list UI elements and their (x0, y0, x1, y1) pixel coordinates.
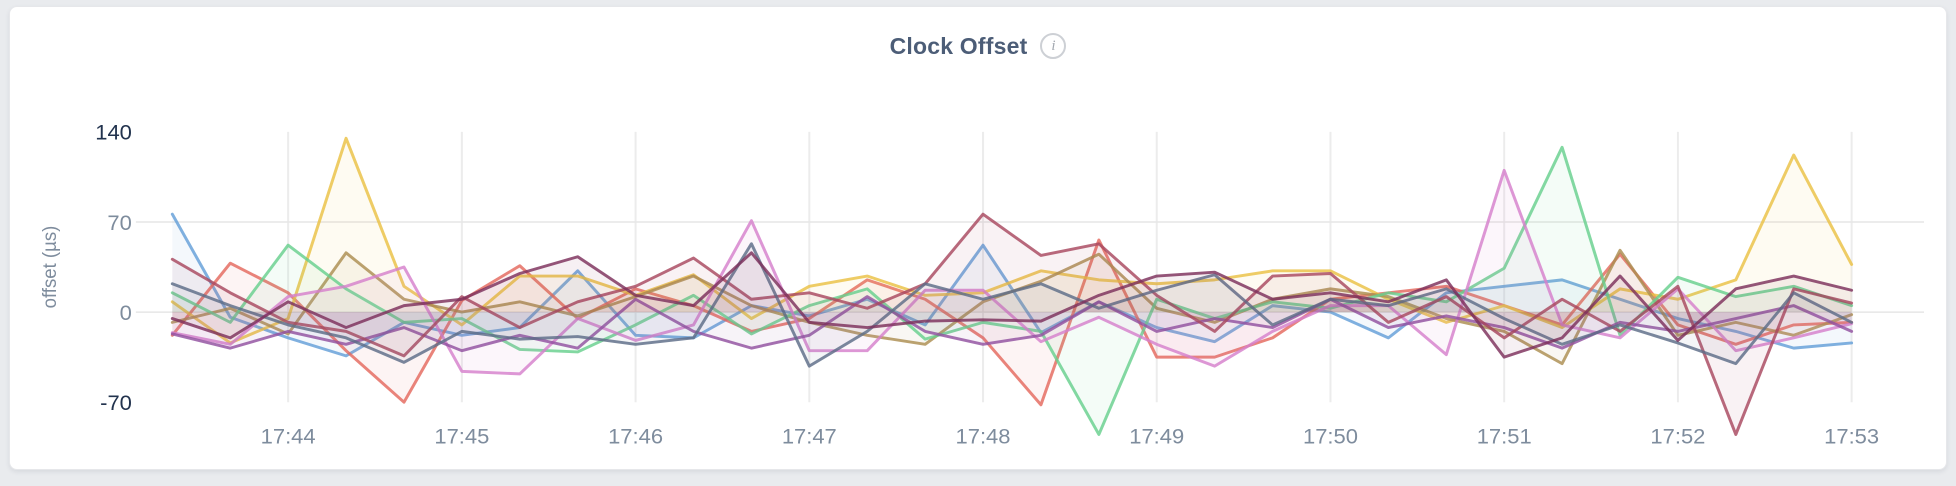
clock-offset-chart[interactable]: 140 70 0 -70 offset (µs) 17:44 17:45 17:46 17:47… (10, 75, 1946, 461)
x-tick-label: 17:47 (782, 424, 837, 449)
y-tick-label: 0 (120, 300, 132, 325)
x-tick-label: 17:50 (1303, 424, 1358, 449)
series-line-node-maroon[interactable] (170, 212, 1854, 436)
x-tick-label: 17:51 (1477, 424, 1532, 449)
gridlines (135, 131, 1925, 403)
series-area-node-plum (172, 252, 1852, 358)
x-tick-label: 17:53 (1824, 424, 1879, 449)
series-line-node-blue[interactable] (170, 212, 1854, 358)
series-area-node-slate (172, 243, 1852, 367)
series-area-node-purple (172, 296, 1852, 351)
info-icon[interactable]: i (1040, 33, 1067, 59)
chart-area[interactable]: 140 70 0 -70 offset (µs) 17:44 17:45 17:46 17:47… (10, 75, 1946, 461)
x-tick-label: 17:45 (434, 424, 489, 449)
series-line-node-plum[interactable] (170, 251, 1854, 359)
y-axis-title: offset (µs) (39, 226, 60, 309)
x-tick-label: 17:49 (1129, 424, 1184, 449)
series-area-node-gold (172, 138, 1852, 343)
series-area-node-green (172, 147, 1852, 435)
y-axis-labels: 140 70 0 -70 (95, 120, 132, 415)
chart-title: Clock Offset (889, 32, 1028, 59)
series-line-node-slate[interactable] (170, 242, 1854, 368)
y-tick-label: 70 (107, 210, 131, 235)
card-header: Clock Offset i (10, 7, 1946, 63)
series-area-node-red (172, 239, 1852, 405)
x-tick-label: 17:48 (956, 424, 1011, 449)
series-area-node-olive (172, 250, 1852, 364)
x-tick-label: 17:46 (608, 424, 663, 449)
series-line-node-green[interactable] (170, 145, 1854, 436)
clock-offset-card: Clock Offset i 140 70 0 -70 offset (µs) 17:44… (9, 6, 1947, 470)
y-tick-label: -70 (100, 390, 132, 415)
series-line-node-purple[interactable] (170, 295, 1854, 353)
x-tick-label: 17:52 (1650, 424, 1705, 449)
x-axis-labels: 17:44 17:45 17:46 17:47 17:48 17:49 17:50 17:51… (261, 424, 1879, 449)
x-tick-label: 17:44 (261, 424, 316, 449)
y-tick-label: 140 (95, 120, 132, 145)
